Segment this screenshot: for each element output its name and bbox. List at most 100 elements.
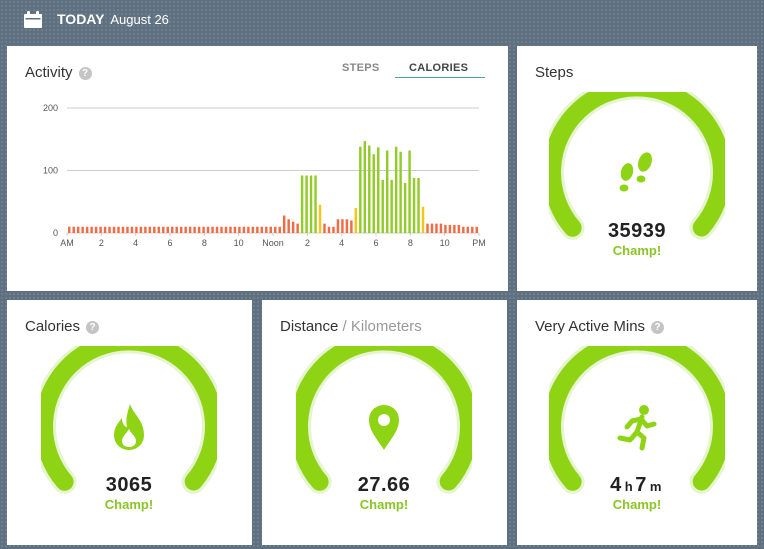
active-mins-status: Champ! [612, 497, 662, 512]
activity-chart: 0 100 200 AM 2 4 6 8 10 Noon 2 4 6 8 10 PM [43, 103, 486, 248]
chart-bar [229, 226, 232, 233]
chart-bar [385, 150, 389, 233]
chart-bar [282, 215, 286, 233]
chart-bar [274, 226, 277, 233]
chart-bar [171, 226, 174, 233]
chart-bar [390, 179, 393, 234]
activity-title-text: Activity [25, 64, 73, 81]
chart-bar [112, 226, 116, 233]
chart-bar [224, 226, 228, 233]
steps-value: 35939 [607, 220, 667, 242]
chart-bar [76, 226, 80, 233]
active-mins-title-text: Very Active Mins [535, 318, 646, 335]
steps-card: Steps 35939 Champ! [517, 46, 757, 291]
question-icon[interactable]: ? [78, 67, 92, 80]
chart-bar [448, 224, 452, 234]
active-mins-minutes: 7 [635, 474, 647, 496]
chart-bar [381, 179, 384, 234]
calories-title: Calories? [25, 318, 100, 335]
active-mins-title: Very Active Mins? [535, 318, 665, 335]
chart-bar [247, 226, 250, 233]
distance-gauge: 27.66 Champ! [287, 329, 481, 512]
x-tick-label: 2 [99, 238, 104, 248]
chart-bar [85, 226, 89, 233]
flame-icon [114, 404, 144, 450]
chart-bar [130, 226, 134, 233]
chart-bar [162, 226, 165, 233]
chart-bar [462, 226, 465, 233]
location-pin-icon [369, 405, 399, 450]
chart-bar [403, 183, 407, 233]
calories-value: 3065 [105, 474, 153, 496]
y-tick-label: 200 [43, 103, 58, 113]
chart-bar [475, 226, 478, 233]
chart-bar [108, 226, 111, 233]
chart-bar [412, 178, 416, 233]
chart-bar [471, 226, 474, 233]
top-bar: TODAY August 26 [0, 0, 764, 40]
chart-bar [139, 226, 143, 233]
chart-bar [148, 226, 152, 233]
chart-bar [202, 226, 205, 233]
chart-bar [90, 226, 93, 233]
chart-bar [103, 226, 107, 233]
y-tick-label: 100 [43, 166, 58, 176]
chart-bar [206, 226, 210, 233]
chart-bar [444, 224, 447, 234]
steps-gauge: 35939 Champ! [540, 75, 734, 258]
chart-bar [372, 154, 375, 233]
tab-underline [395, 77, 485, 78]
calories-gauge: 3065 Champ! [32, 329, 226, 512]
chart-bar [193, 226, 196, 233]
question-icon[interactable]: ? [86, 321, 100, 334]
chart-bar [238, 226, 241, 233]
chart-bar [242, 226, 246, 233]
calendar-icon[interactable] [24, 11, 42, 28]
question-icon[interactable]: ? [651, 321, 665, 334]
chart-bar [408, 150, 411, 233]
chart-bar [121, 226, 125, 233]
calories-title-text: Calories [25, 318, 81, 335]
active-mins-minutes-unit: m [649, 479, 662, 494]
chart-bar [363, 141, 367, 234]
chart-bar [394, 146, 398, 233]
chart-bar [72, 226, 75, 233]
chart-bar [354, 208, 358, 233]
distance-value: 27.66 [357, 474, 411, 496]
distance-title: Distance / Kilometers [280, 318, 422, 335]
chart-bar [135, 226, 138, 233]
calories-card: Calories? 3065 Champ! [7, 300, 252, 545]
x-tick-label: 2 [305, 238, 310, 248]
x-tick-label: 4 [339, 238, 344, 248]
chart-bar [68, 226, 71, 233]
chart-bar [215, 226, 219, 233]
chart-bar [251, 226, 255, 233]
x-tick-label: AM [60, 238, 74, 248]
x-tick-label: Noon [262, 238, 284, 248]
activity-card: Activity? STEPS CALORIES 0 100 200 AM 2 4 6 8 10… [7, 46, 508, 291]
chart-bar [439, 223, 443, 234]
steps-status: Champ! [612, 243, 662, 258]
chart-bar [314, 175, 317, 233]
activity-tabs: STEPS CALORIES [330, 62, 485, 79]
y-tick-label: 0 [53, 228, 58, 238]
running-person-icon [617, 405, 657, 451]
tab-steps[interactable]: STEPS [342, 62, 380, 74]
chart-bar [421, 206, 425, 233]
chart-bar [184, 226, 187, 233]
chart-bar [305, 175, 308, 233]
chart-bar [300, 175, 304, 233]
chart-bar [336, 219, 340, 233]
date-heading: TODAY August 26 [57, 11, 169, 27]
x-tick-label: 6 [167, 238, 172, 248]
chart-bar [323, 223, 326, 234]
active-mins-hours: 4 [610, 474, 622, 496]
distance-status: Champ! [359, 497, 409, 512]
chart-bar [117, 226, 120, 233]
chart-bar [430, 223, 434, 234]
tab-calories[interactable]: CALORIES [409, 62, 469, 74]
chart-bar [287, 219, 290, 233]
x-tick-label: 4 [133, 238, 138, 248]
